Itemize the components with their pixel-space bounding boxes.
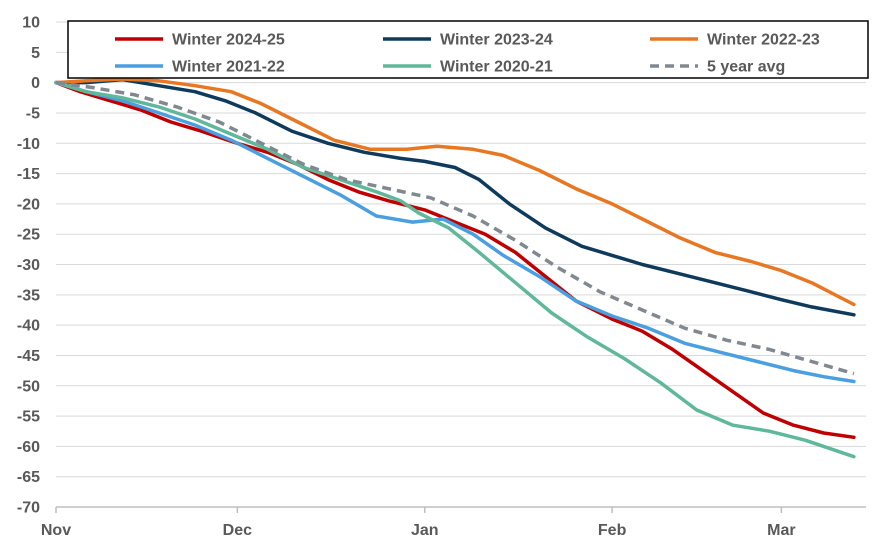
legend-label: Winter 2024-25 — [172, 32, 285, 49]
y-tick-label: -40 — [17, 318, 40, 335]
x-tick-label: Mar — [767, 522, 795, 539]
legend-box — [67, 20, 869, 79]
series-line-winter-2023-24 — [54, 77, 856, 317]
x-tick-label: Jan — [411, 522, 439, 539]
y-tick-label: -50 — [17, 378, 40, 395]
y-tick-label: -35 — [17, 287, 40, 304]
x-tick-label: Dec — [223, 522, 252, 539]
y-tick-label: -65 — [17, 469, 40, 486]
y-tick-label: -10 — [17, 136, 40, 153]
x-axis: Nov Dec Jan Feb Mar — [41, 506, 866, 539]
y-tick-label: -30 — [17, 257, 40, 274]
series-line-winter-2024-25 — [54, 80, 856, 440]
y-tick-label: -25 — [17, 227, 40, 244]
y-tick-label: -60 — [17, 439, 40, 456]
legend-label: Winter 2022-23 — [707, 32, 820, 49]
legend: Winter 2024-25 Winter 2023-24 Winter 2022-… — [67, 20, 869, 79]
y-axis-tick-labels: 10 5 0 -5 -10 -15 -20 -25 -30 -35 -40 -45 -50 -55 -60 -… — [17, 15, 40, 517]
y-tick-label: -20 — [17, 196, 40, 213]
series-line-winter-2022-23 — [54, 77, 856, 307]
y-tick-label: -55 — [17, 409, 40, 426]
series-lines — [54, 77, 856, 459]
gridlines — [56, 21, 866, 508]
y-tick-label: -15 — [17, 166, 40, 183]
legend-label: Winter 2021-22 — [172, 59, 285, 76]
x-tick-label: Nov — [41, 522, 71, 539]
y-tick-label: 0 — [31, 75, 40, 92]
y-tick-label: -45 — [17, 348, 40, 365]
series-line-winter-2021-22 — [54, 80, 856, 384]
y-tick-label: -70 — [17, 500, 40, 517]
legend-label: Winter 2020-21 — [440, 59, 553, 76]
legend-label: Winter 2023-24 — [440, 32, 553, 49]
y-tick-label: 10 — [22, 15, 40, 32]
series-line-winter-2020-21 — [54, 80, 856, 459]
y-tick-label: -5 — [26, 105, 40, 122]
legend-label: 5 year avg — [707, 59, 785, 76]
x-tick-label: Feb — [598, 522, 627, 539]
series-line-5-year-avg — [55, 80, 855, 376]
y-tick-label: 5 — [31, 45, 40, 62]
